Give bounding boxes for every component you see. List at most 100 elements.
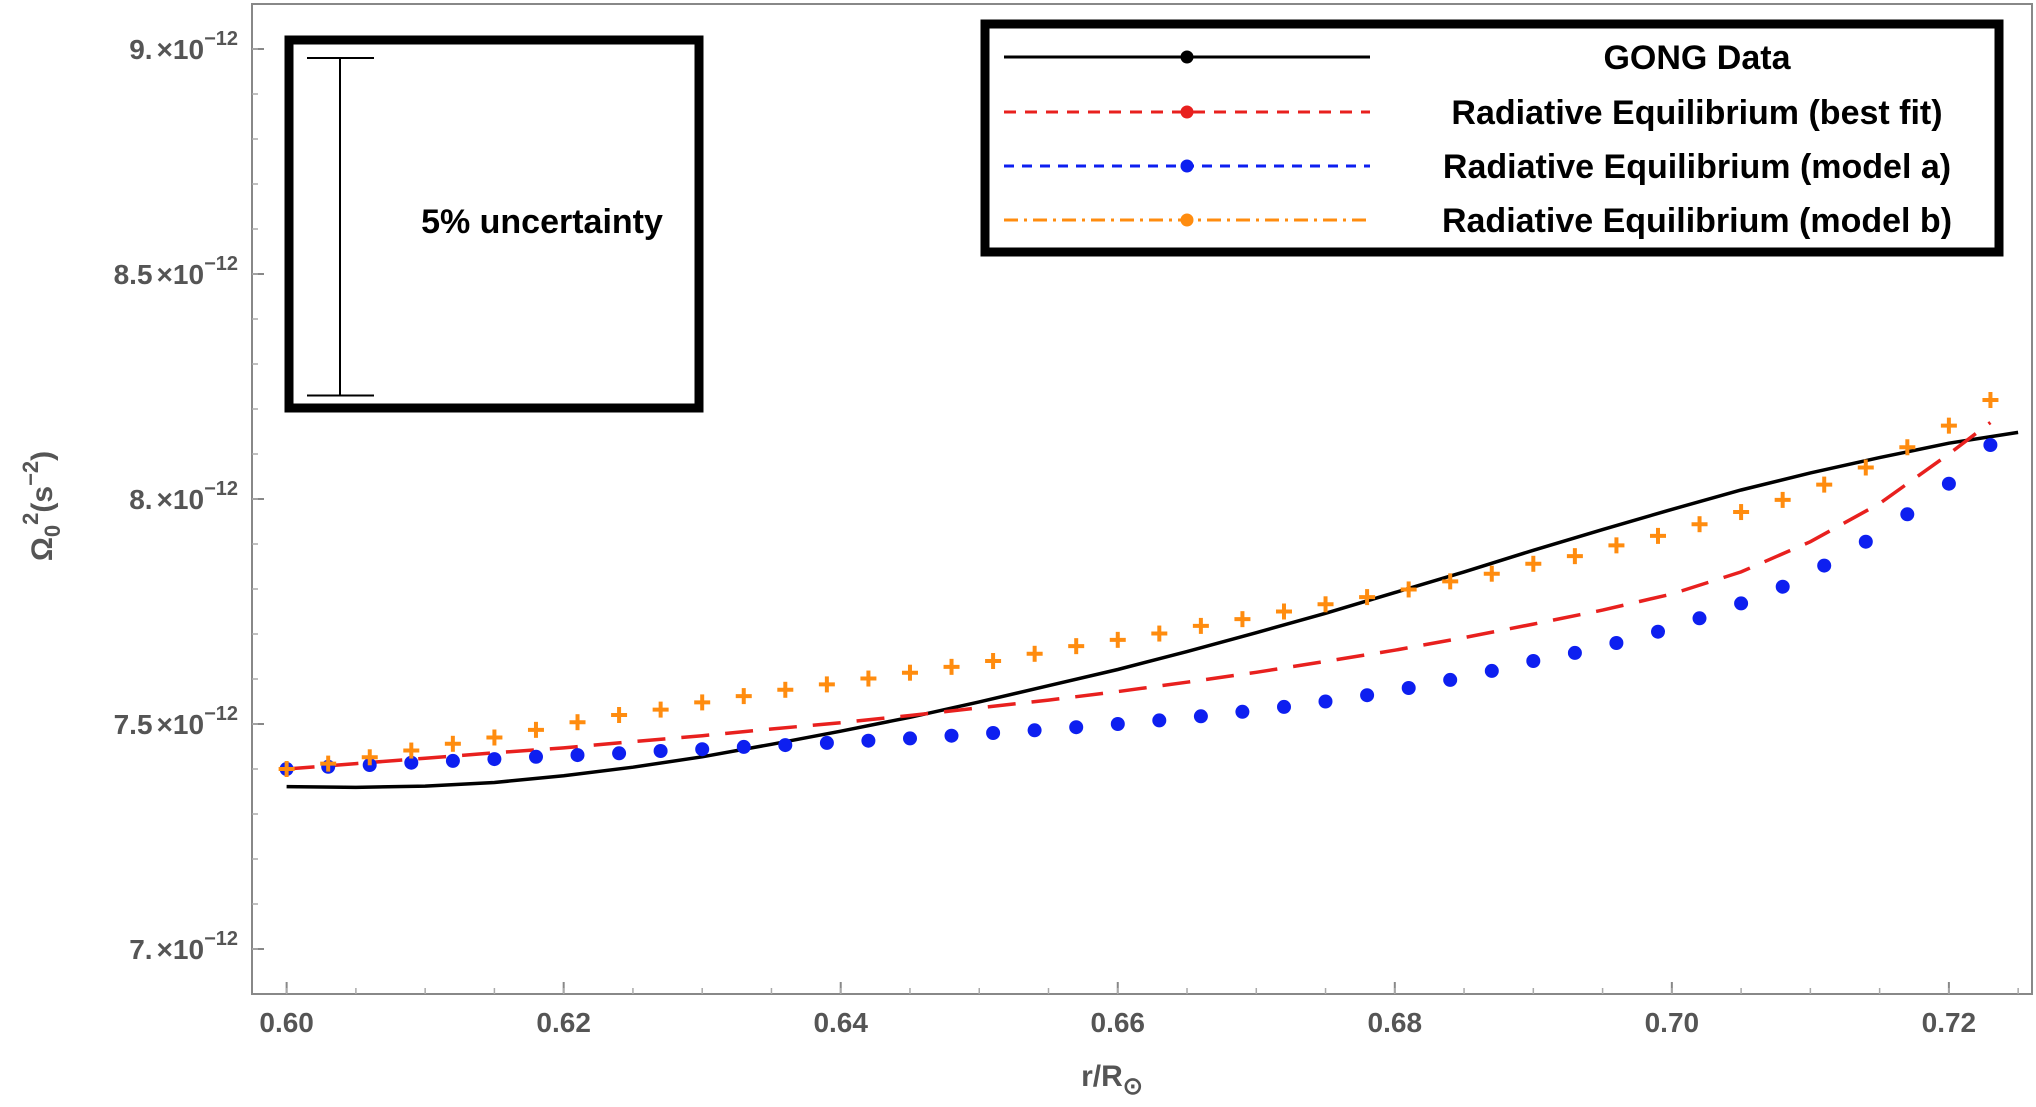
legend-label-3: Radiative Equilibrium (model b)	[1442, 202, 1952, 240]
inset-frame	[284, 35, 704, 413]
series-point-2	[653, 744, 668, 758]
series-point-3	[1400, 581, 1417, 598]
x-tick-label: 0.70	[1645, 1007, 1700, 1038]
inset-label: 5% uncertainty	[421, 203, 663, 241]
y-axis-label-unit-sup: −2	[18, 461, 43, 486]
y-tick-base: 10	[173, 259, 204, 290]
y-axis-label: Ω02(s−2)	[18, 451, 65, 561]
y-tick-exp: −12	[204, 253, 238, 275]
series-point-2	[1193, 709, 1208, 724]
series-point-3	[652, 701, 669, 718]
y-axis: 7. ×10−127.5 ×10−128. ×10−128.5 ×10−129. ×10−…	[114, 28, 264, 965]
series-point-3	[1940, 417, 1957, 434]
y-tick-mantissa: 7.5	[114, 709, 153, 740]
y-tick-label: 7.5 ×10−12	[114, 703, 238, 740]
series-point-2	[1692, 611, 1707, 626]
y-axis-label-sup: 2	[18, 513, 43, 525]
series-point-2	[861, 733, 876, 748]
series-point-3	[1151, 625, 1168, 642]
series-point-3	[611, 707, 628, 723]
series-point-2	[1069, 720, 1084, 735]
series-point-2	[1526, 654, 1541, 668]
y-tick-exp: −12	[204, 928, 238, 950]
series-point-2	[778, 738, 793, 753]
series-point-3	[1359, 589, 1376, 606]
y-tick-times: ×	[157, 934, 173, 965]
series-point-3	[320, 755, 337, 772]
series-point-3	[1525, 555, 1542, 572]
y-tick-base: 10	[173, 934, 204, 965]
series-point-3	[1483, 565, 1500, 582]
x-tick-label: 0.66	[1091, 1007, 1146, 1038]
series-point-3	[1109, 631, 1126, 648]
series-point-2	[1609, 636, 1624, 650]
legend: GONG Data Radiative Equilibrium (best fit…	[980, 19, 2004, 257]
series-point-3	[777, 681, 794, 698]
series-point-2	[1152, 713, 1167, 728]
x-tick-label: 0.68	[1368, 1007, 1423, 1038]
legend-swatch-dot-0	[1180, 50, 1194, 64]
series-point-3	[1691, 516, 1708, 533]
series-point-3	[1442, 573, 1459, 590]
series-point-2	[736, 739, 751, 754]
series-point-2	[1484, 663, 1499, 678]
series-point-3	[403, 742, 420, 759]
series-point-3	[985, 653, 1002, 669]
x-axis-label-main: r/R	[1081, 1060, 1123, 1093]
legend-label-0: GONG Data	[1603, 39, 1791, 77]
series-point-3	[486, 729, 503, 746]
series-point-2	[1900, 507, 1915, 522]
legend-label-2: Radiative Equilibrium (model a)	[1443, 148, 1951, 186]
x-axis: 0.60 0.62 0.64 0.66 0.68 0.70 0.72	[259, 982, 2019, 1038]
x-tick-label: 0.72	[1922, 1007, 1977, 1038]
y-tick-label: 9. ×10−12	[129, 28, 238, 65]
series-point-3	[943, 658, 960, 675]
series-point-3	[1733, 504, 1750, 521]
series-point-3	[1857, 459, 1874, 476]
series-point-2	[1110, 717, 1125, 731]
series-point-2	[1817, 558, 1832, 573]
y-tick-exp: −12	[204, 703, 238, 725]
series-point-3	[1566, 548, 1583, 565]
y-tick-mantissa: 8.	[129, 484, 152, 515]
y-tick-times: ×	[157, 484, 173, 515]
series-point-3	[1068, 638, 1085, 655]
series-point-2	[529, 749, 543, 764]
series-point-3	[1192, 617, 1209, 634]
y-axis-label-sub: 0	[40, 525, 65, 537]
series-point-3	[527, 721, 544, 738]
y-tick-label: 7. ×10−12	[129, 928, 238, 965]
series-point-2	[1401, 681, 1416, 695]
y-tick-exp: −12	[204, 478, 238, 500]
y-tick-base: 10	[173, 709, 204, 740]
series-point-3	[1982, 392, 1999, 408]
series-point-3	[901, 664, 918, 681]
series-point-2	[819, 735, 834, 750]
series-point-3	[1317, 596, 1334, 613]
y-tick-label: 8.5 ×10−12	[114, 253, 238, 290]
series-point-3	[361, 749, 378, 766]
series-point-2	[570, 748, 585, 763]
series-line-0	[286, 430, 2019, 790]
series-layer	[278, 392, 2019, 790]
series-line-1	[286, 421, 1992, 771]
series-point-2	[1318, 694, 1333, 709]
series-point-2	[1567, 645, 1582, 660]
y-axis-label-unit: (s	[26, 486, 59, 513]
legend-label-1: Radiative Equilibrium (best fit)	[1451, 94, 1942, 132]
series-point-2	[445, 753, 460, 768]
y-tick-times: ×	[157, 709, 173, 740]
series-point-2	[944, 728, 959, 743]
x-axis-label-sub: ⊙	[1123, 1073, 1143, 1100]
series-point-2	[986, 726, 1001, 740]
y-tick-times: ×	[157, 34, 173, 65]
series-point-3	[860, 670, 877, 687]
series-point-2	[1983, 438, 1998, 452]
series-point-3	[1649, 527, 1666, 544]
series-point-2	[487, 752, 502, 767]
y-tick-mantissa: 8.5	[114, 259, 153, 290]
series-point-2	[1443, 672, 1458, 687]
series-point-3	[278, 761, 295, 777]
x-tick-label: 0.64	[813, 1007, 868, 1038]
series-point-3	[694, 694, 711, 711]
